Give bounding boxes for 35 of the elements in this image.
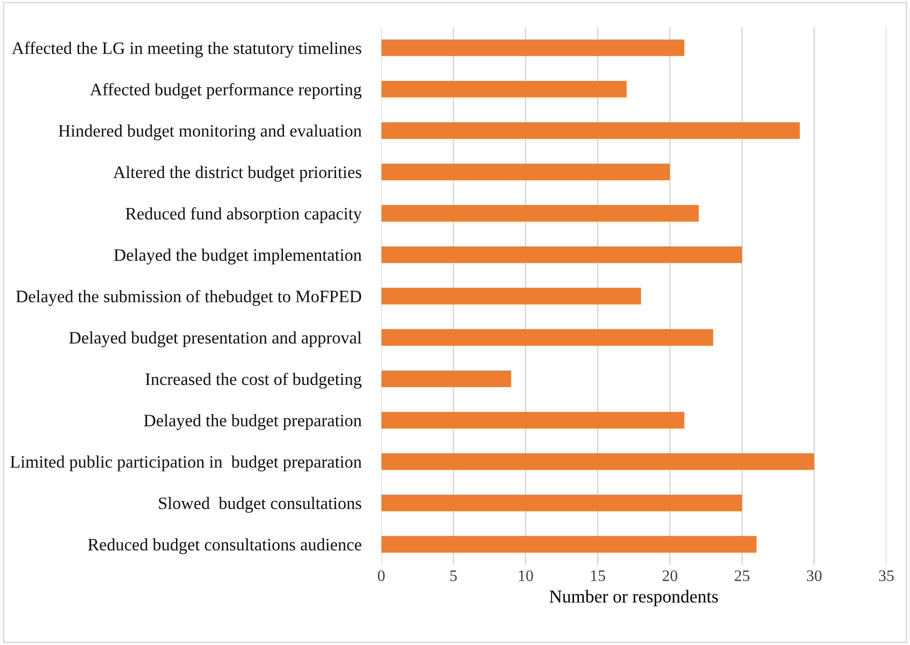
y-tick-label: Affected budget performance reporting	[90, 83, 362, 100]
y-tick-label: Slowed budget consultations	[159, 496, 362, 513]
y-tick-label: Limited public participation in budget preparation	[10, 456, 362, 472]
y-tick-label: Reduced fund absorption capacity	[126, 207, 362, 224]
y-tick-label: Increased the cost of budgeting	[146, 372, 362, 389]
x-tick-label: 15	[591, 570, 606, 582]
bar	[381, 246, 742, 263]
bar	[381, 370, 512, 388]
x-tick-label: 0	[378, 570, 385, 582]
bar	[381, 453, 814, 470]
x-axis-title: Number or respondents	[550, 590, 718, 606]
bar	[381, 164, 670, 180]
bar	[381, 122, 800, 139]
x-tick-label: 10	[519, 570, 533, 582]
bar	[381, 494, 742, 512]
x-tick-label: 5	[450, 570, 457, 582]
bar	[381, 412, 684, 428]
bar	[381, 80, 627, 98]
x-tick-label: 20	[662, 570, 678, 582]
y-tick-label: Hindered budget monitoring and evaluation	[58, 124, 362, 140]
y-tick-label: Delayed the submission of thebudget to MoFPED	[16, 290, 362, 306]
y-tick-label: Altered the district budget priorities	[113, 166, 362, 182]
x-tick-label: 30	[806, 570, 822, 582]
bar	[381, 288, 642, 304]
y-tick-label: Delayed the budget implementation	[114, 248, 362, 264]
bar	[381, 205, 699, 222]
x-tick-label: 25	[734, 570, 750, 582]
x-tick-label: 35	[879, 570, 894, 582]
y-tick-label: Reduced budget consultations audience	[88, 538, 362, 554]
bar	[381, 329, 714, 346]
y-tick-label: Delayed budget presentation and approval	[69, 331, 362, 348]
bar	[381, 40, 684, 56]
y-tick-label: Delayed the budget preparation	[144, 414, 362, 430]
bar	[381, 536, 756, 553]
y-tick-label: Affected the LG in meeting the statutory timelines	[12, 42, 362, 58]
